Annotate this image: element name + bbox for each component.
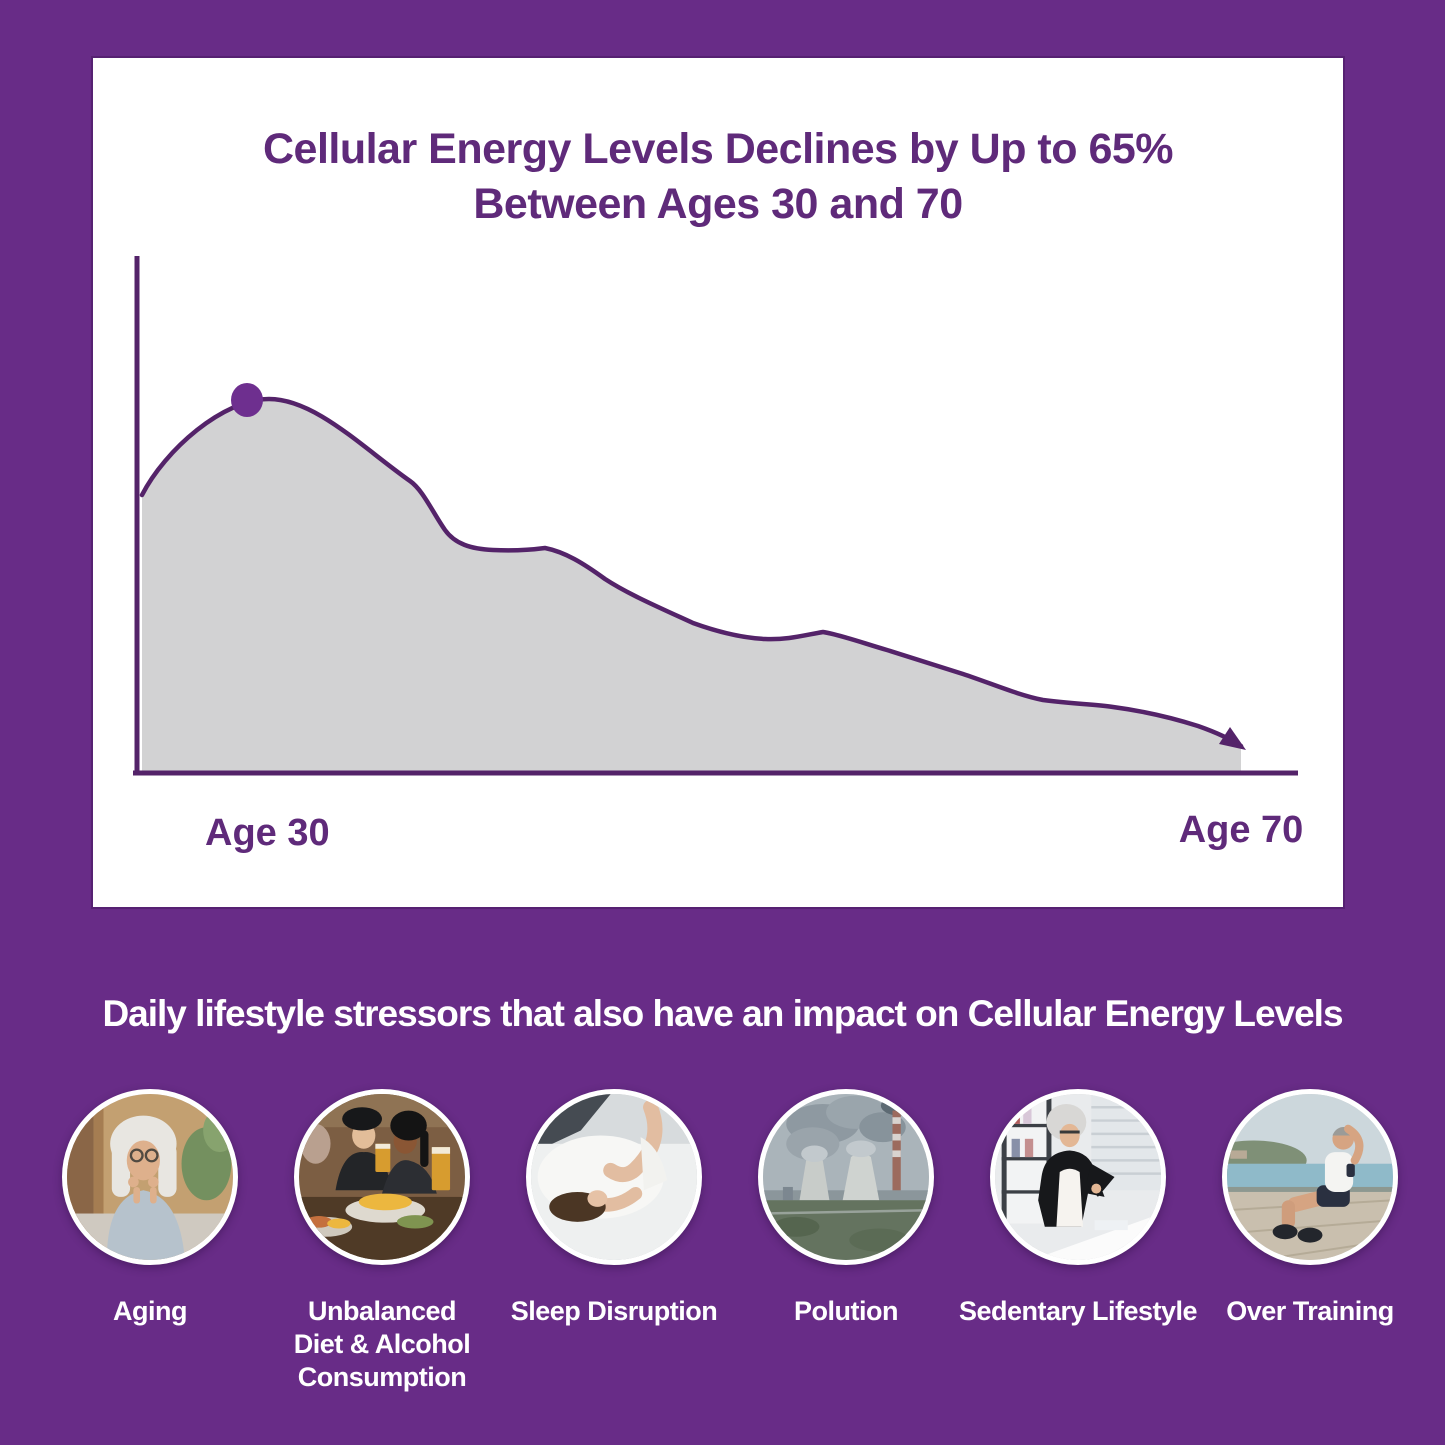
stressor-label-sedentary: Sedentary Lifestyle	[958, 1296, 1198, 1326]
aging-photo	[62, 1089, 238, 1265]
stressor-item-pollution: Polution	[730, 1089, 962, 1394]
stressor-label-aging: Aging	[113, 1296, 187, 1326]
stressor-label-overtraining: Over Training	[1226, 1296, 1394, 1326]
stressor-label-diet-alcohol: Unbalanced Diet & Alcohol Consumption	[293, 1296, 471, 1392]
x-axis-start-label: Age 30	[205, 812, 330, 854]
stressor-item-sleep: Sleep Disruption	[498, 1089, 730, 1394]
pollution-photo	[758, 1089, 934, 1265]
trend-arrowhead-icon	[1219, 727, 1246, 750]
stressor-item-diet-alcohol: Unbalanced Diet & Alcohol Consumption	[266, 1089, 498, 1394]
stressor-row: Aging	[34, 1089, 1426, 1394]
sedentary-lifestyle-photo	[990, 1089, 1166, 1265]
chart-card: Cellular Energy Levels Declines by Up to…	[93, 58, 1343, 907]
x-axis-end-label: Age 70	[1178, 809, 1304, 851]
over-training-photo	[1222, 1089, 1398, 1265]
stressor-item-aging: Aging	[34, 1089, 266, 1394]
stressors-heading: Daily lifestyle stressors that also have…	[102, 992, 1343, 1034]
sleep-disruption-photo	[526, 1089, 702, 1265]
chart-title-line-1: Cellular Energy Levels Declines by Up to…	[262, 125, 1174, 173]
chart-area-fill	[142, 399, 1241, 771]
stressor-label-pollution: Polution	[794, 1296, 898, 1326]
chart-title: Cellular Energy Levels Declines by Up to…	[93, 122, 1343, 231]
energy-curve	[139, 396, 1244, 749]
energy-decline-chart	[133, 256, 1298, 776]
stressor-item-sedentary: Sedentary Lifestyle	[959, 1089, 1198, 1394]
stressor-item-overtraining: Over Training	[1194, 1089, 1426, 1394]
chart-title-line-2: Between Ages 30 and 70	[473, 179, 963, 228]
peak-marker-dot	[231, 383, 263, 417]
stressor-label-sleep: Sleep Disruption	[510, 1296, 718, 1326]
diet-alcohol-photo	[294, 1089, 470, 1265]
